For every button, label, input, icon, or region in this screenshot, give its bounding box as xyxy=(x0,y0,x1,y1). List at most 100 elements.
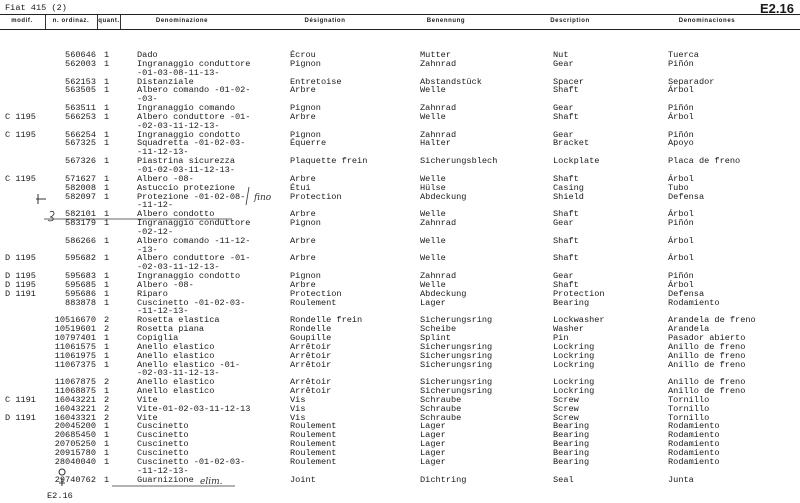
cell-it: Vite xyxy=(137,394,158,405)
cell-en: Screw xyxy=(553,394,579,405)
cell-mod: D 1191 xyxy=(5,288,36,299)
cell-fr: Arrêtoir xyxy=(290,350,332,361)
cell-num: 10797401 xyxy=(54,333,96,343)
cell-num: 20705250 xyxy=(54,439,96,450)
cell-qty: 1 xyxy=(104,76,110,87)
cell-qty: 1 xyxy=(104,456,110,467)
cell-it: Piastrina sicurezza xyxy=(137,156,235,167)
cell-qty: 1 xyxy=(104,439,110,450)
cell-num: 16043321 xyxy=(54,412,96,423)
cell-es: Tornillo xyxy=(668,403,710,414)
cell-es: Tubo xyxy=(668,182,689,193)
cell-de: Schraube xyxy=(420,394,462,405)
cell-es: Árbol xyxy=(668,235,694,246)
cell-es: Tornillo xyxy=(668,412,710,423)
cell-it-continuation: -02-03-11-12-13- xyxy=(137,120,220,131)
table-row-continuation: -13- xyxy=(0,245,800,255)
cell-de: Splint xyxy=(420,333,451,343)
cell-num: 11061975 xyxy=(54,350,96,361)
cell-mod: C 1195 xyxy=(5,111,36,122)
cell-de: Zahnrad xyxy=(420,129,457,140)
cell-it-continuation: -02-03-11-12-13- xyxy=(137,262,220,273)
cell-qty: 1 xyxy=(104,421,110,432)
cell-it-continuation: -01-03-08-11-13- xyxy=(137,67,220,78)
cell-num: 11061575 xyxy=(54,341,96,352)
cell-qty: 1 xyxy=(104,447,110,458)
cell-fr: Joint xyxy=(290,474,316,485)
cell-num: 582097 xyxy=(65,191,96,202)
cell-num: 883878 xyxy=(65,297,96,308)
cell-it: Albero conduttore -01- xyxy=(137,111,251,122)
cell-qty: 1 xyxy=(104,191,110,202)
cell-it-continuation: -02-03-11-12-13- xyxy=(137,368,220,379)
cell-it: Copiglia xyxy=(137,333,179,343)
cell-fr: Pignon xyxy=(290,218,321,229)
table-row: 20685450 1 Cuscinetto Roulement Lager Bearing… xyxy=(0,431,800,440)
cell-es: Piñón xyxy=(668,271,694,282)
margin-mark xyxy=(36,194,46,204)
table-row: 16043221 2 Vite-01-02-03-11-12-13 Vis Schrau… xyxy=(0,403,800,414)
cell-qty: 1 xyxy=(104,253,110,264)
cell-de: Sicherungsring xyxy=(420,377,493,388)
cell-num: 562153 xyxy=(65,76,96,87)
cell-de: Abstandstück xyxy=(420,76,482,87)
cell-fr: Vis xyxy=(290,394,306,405)
table-row: 582008 1 Astuccio protezione Étui Hülse Casin… xyxy=(0,182,800,193)
cell-num: 20045200 xyxy=(54,421,96,432)
cell-qty: 1 xyxy=(104,341,110,352)
cell-en: Shaft xyxy=(553,173,579,184)
cell-fr: Goupille xyxy=(290,333,332,343)
pen-stroke xyxy=(245,186,250,206)
cell-de: Abdeckung xyxy=(420,288,467,299)
cell-num: 563505 xyxy=(65,85,96,96)
cell-qty: 1 xyxy=(104,182,110,193)
cell-en: Protection xyxy=(553,288,605,299)
cell-es: Rodamiento xyxy=(668,430,720,441)
cell-es: Árbol xyxy=(668,173,694,184)
cell-fr: Roulement xyxy=(290,447,337,458)
cell-it: Rosetta elastica xyxy=(137,315,220,326)
cell-qty: 1 xyxy=(104,129,110,140)
table-row: 567325 1 Squadretta -01-02-03- Équerre Halte… xyxy=(0,139,800,148)
table-row: 563505 1 Albero comando -01-02- Arbre Welle S… xyxy=(0,86,800,95)
cell-fr: Roulement xyxy=(290,297,337,308)
cell-es: Anillo de freno xyxy=(668,359,746,370)
cell-qty: 1 xyxy=(104,85,110,96)
cell-de: Schraube xyxy=(420,412,462,423)
table-row: 10516670 2 Rosetta elastica Rondelle frein S… xyxy=(0,316,800,325)
cell-it-continuation: -11-12-13- xyxy=(137,306,189,317)
cell-de: Halter xyxy=(420,138,451,149)
cell-qty: 2 xyxy=(104,315,110,326)
table-row: 562003 1 Ingranaggio conduttore Pignon Zahnr… xyxy=(0,59,800,69)
cell-es: Piñón xyxy=(668,129,694,140)
cell-de: Welle xyxy=(420,209,446,220)
cell-es: Apoyo xyxy=(668,138,694,149)
cell-qty: 1 xyxy=(104,138,110,149)
table-row-continuation: -02-03-11-12-13- xyxy=(0,263,800,272)
cell-num: 595683 xyxy=(65,271,96,282)
cell-en: Screw xyxy=(553,412,579,423)
cell-fr: Équerre xyxy=(290,138,327,149)
cell-en: Lockring xyxy=(553,341,595,352)
cell-es: Anillo de freno xyxy=(668,341,746,352)
table-row: D 1195 595683 1 Ingranaggio condotto Pignon Z… xyxy=(0,272,800,281)
cell-de: Welle xyxy=(420,253,446,264)
cell-qty: 1 xyxy=(104,103,110,114)
cell-it: Ingranaggio condotto xyxy=(137,271,241,282)
table-row: 583179 1 Ingranaggio conduttore Pignon Zahnr… xyxy=(0,219,800,228)
cell-en: Gear xyxy=(553,218,574,229)
cell-de: Zahnrad xyxy=(420,271,457,282)
cell-es: Árbol xyxy=(668,253,694,264)
cell-en: Shaft xyxy=(553,235,579,246)
cell-it: Albero comando -01-02- xyxy=(137,85,251,96)
cell-num: 563511 xyxy=(65,103,96,114)
table-row: 11068875 1 Anello elastico Arrêtoir Sicherun… xyxy=(0,387,800,396)
table-row: C 1195 566253 1 Albero conduttore -01- Arbre… xyxy=(0,113,800,122)
cell-en: Shield xyxy=(553,191,584,202)
cell-num: 28040040 xyxy=(54,456,96,467)
cell-qty: 1 xyxy=(104,297,110,308)
cell-num: 20685450 xyxy=(54,430,96,441)
document-title: Fiat 415 (2) xyxy=(5,3,67,13)
cell-it: Anello elastico xyxy=(137,350,215,361)
